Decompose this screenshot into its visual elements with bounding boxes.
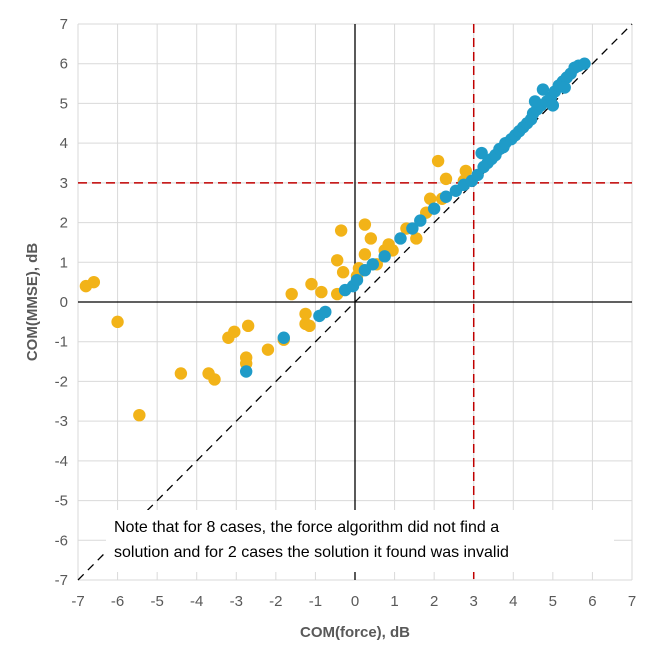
y-tick-label: 3 (60, 175, 68, 192)
data-point-yellow (439, 172, 453, 186)
annotation-line: solution and for 2 cases the solution it… (114, 544, 509, 561)
reference-lines (77, 23, 633, 581)
x-tick-label: 5 (549, 593, 557, 610)
tick-labels: -7 -6 -5 -4 -3 -2 -1 0 1 2 3 4 5 6 7 -7 -6 -5 -4 -3 -2 -1 0 1 2 3… (55, 16, 637, 610)
data-point-yellow (305, 277, 318, 291)
data-point-blue (239, 365, 253, 378)
y-tick-label: -4 (55, 453, 68, 470)
x-tick-label: 7 (628, 593, 636, 610)
x-tick-label: -7 (71, 593, 84, 610)
data-point-yellow (303, 319, 316, 333)
data-point-yellow (334, 224, 348, 237)
diagonal-reference-line (77, 23, 633, 581)
data-point-blue (427, 202, 441, 215)
data-points (79, 57, 591, 422)
data-point-yellow (241, 319, 255, 333)
data-point-yellow (431, 154, 445, 168)
data-point-blue (394, 232, 407, 245)
y-tick-label: 5 (60, 95, 68, 112)
x-tick-label: -6 (111, 593, 124, 610)
y-axis-title: COM(MMSE), dB (24, 243, 41, 361)
data-point-blue (578, 57, 591, 70)
data-point-yellow (87, 275, 101, 289)
x-tick-label: 0 (351, 593, 359, 610)
data-point-blue (414, 214, 427, 227)
x-tick-label: -5 (150, 593, 163, 610)
y-tick-label: -3 (55, 413, 68, 430)
data-point-blue (475, 146, 488, 160)
x-axis-title: COM(force), dB (300, 624, 410, 641)
data-point-yellow (330, 254, 344, 267)
data-point-blue (528, 95, 542, 108)
data-point-yellow (299, 307, 312, 321)
annotation-line: Note that for 8 cases, the force algorit… (114, 519, 499, 536)
data-point-yellow (336, 266, 350, 279)
x-tick-label: 2 (430, 593, 438, 610)
y-tick-label: -1 (55, 334, 68, 351)
annotation-note: Note that for 8 cases, the force algorit… (106, 510, 614, 572)
data-point-yellow (285, 287, 298, 301)
data-point-blue (536, 83, 550, 96)
data-point-yellow (174, 367, 188, 380)
data-point-yellow (228, 325, 241, 338)
data-point-yellow (410, 232, 423, 245)
y-tick-label: 0 (60, 294, 68, 311)
data-point-yellow (208, 373, 221, 386)
y-tick-label: -7 (55, 572, 68, 589)
data-point-blue (406, 222, 419, 235)
y-tick-label: 1 (60, 254, 68, 271)
x-tick-label: -1 (309, 593, 322, 610)
data-point-blue (350, 273, 364, 287)
data-point-yellow (358, 218, 372, 231)
data-point-yellow (261, 343, 275, 356)
x-tick-label: 6 (588, 593, 596, 610)
data-point-yellow (364, 232, 378, 245)
y-tick-label: -2 (55, 373, 68, 390)
y-tick-label: 6 (60, 56, 68, 73)
y-tick-label: 2 (60, 215, 68, 232)
x-tick-label: 1 (390, 593, 398, 610)
x-tick-label: -2 (269, 593, 282, 610)
data-point-blue (439, 190, 453, 203)
x-tick-label: 4 (509, 593, 517, 610)
data-point-blue (558, 81, 571, 94)
x-tick-label: 3 (470, 593, 478, 610)
y-tick-label: 4 (60, 135, 68, 152)
data-point-blue (319, 305, 332, 319)
x-tick-label: -3 (230, 593, 243, 610)
annotation-box (106, 510, 614, 572)
data-point-yellow (459, 164, 472, 178)
y-tick-label: -5 (55, 493, 68, 510)
data-point-yellow (423, 192, 437, 205)
data-point-yellow (111, 315, 124, 329)
data-point-yellow (133, 408, 146, 422)
data-point-yellow (315, 285, 328, 299)
data-point-blue (378, 250, 391, 263)
y-tick-label: 7 (60, 16, 68, 33)
data-point-yellow (358, 248, 372, 261)
y-tick-label: -6 (55, 532, 68, 549)
x-tick-label: -4 (190, 593, 203, 610)
data-point-blue (546, 99, 560, 112)
data-point-blue (277, 331, 290, 344)
data-point-blue (366, 258, 380, 271)
